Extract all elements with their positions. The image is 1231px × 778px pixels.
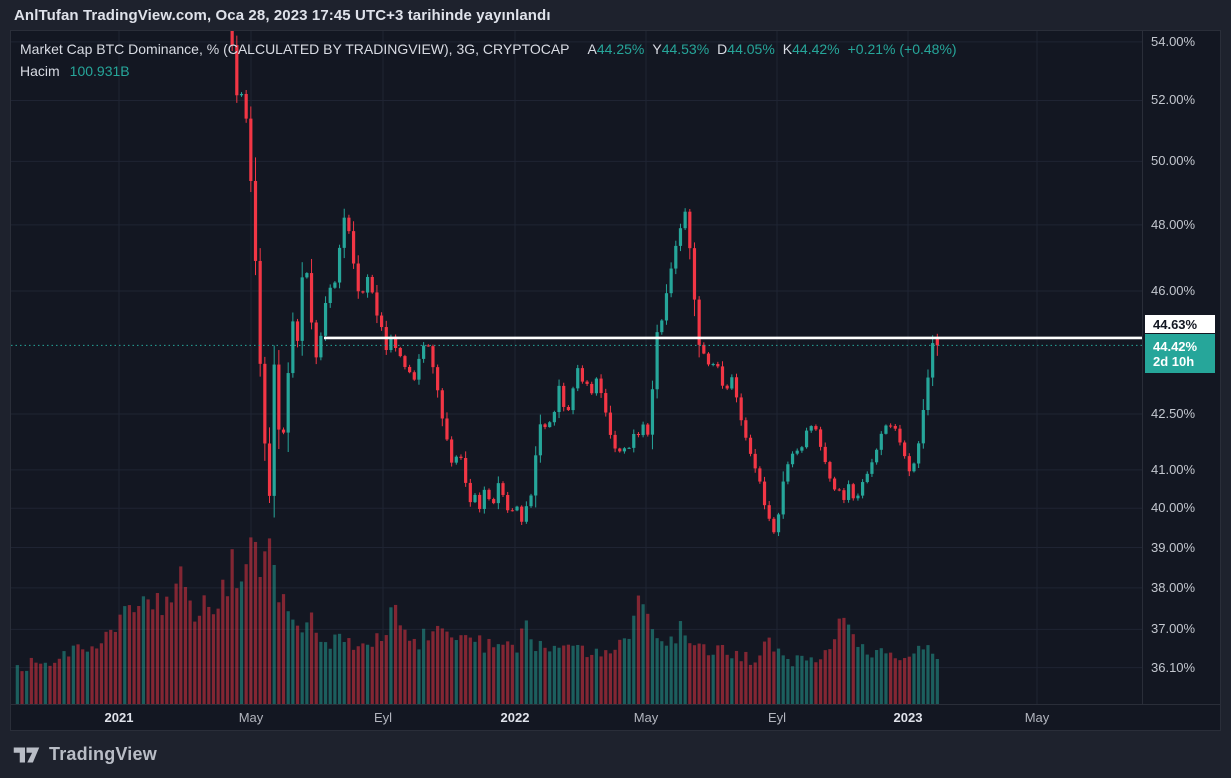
ohlc-high-value: 44.53%	[661, 41, 710, 57]
current-price-value: 44.42%	[1153, 338, 1198, 354]
x-axis-label: Eyl	[373, 710, 393, 725]
y-axis-label: 36.10%	[1151, 659, 1196, 675]
y-axis-label: 41.00%	[1151, 461, 1196, 477]
y-axis-label: 50.00%	[1151, 153, 1196, 169]
candlestick-series	[230, 31, 939, 537]
ohlc-low-value: 44.05%	[727, 41, 775, 57]
x-axis-label: Eyl	[767, 710, 787, 725]
price-line-value: 44.63%	[1153, 316, 1198, 332]
x-axis-label: 2022	[500, 710, 530, 725]
symbol-title: Market Cap BTC Dominance, % (CALCULATED …	[20, 41, 570, 57]
ohlc-close-value: 44.42%	[792, 41, 840, 57]
attribution-bar: AnlTufan TradingView.com, Oca 28, 2023 1…	[0, 0, 1231, 30]
x-axis-label: May	[633, 710, 659, 725]
y-axis-label: 42.50%	[1151, 405, 1196, 421]
ohlc-close-key: K	[782, 41, 793, 57]
y-axis-label: 48.00%	[1151, 216, 1196, 232]
chart-plot-area: Market Cap BTC Dominance, % (CALCULATED …	[11, 31, 1142, 704]
candlestick-chart	[11, 31, 1142, 704]
y-axis-label: 38.00%	[1151, 579, 1196, 595]
current-price-label: 44.42% 2d 10h	[1145, 334, 1215, 373]
ohlc-low-key: D	[717, 41, 728, 57]
chart-legend: Market Cap BTC Dominance, % (CALCULATED …	[20, 38, 957, 82]
price-axis: 44.63% 44.42% 2d 10h 54.00% 52.00% 50.00% 4…	[1142, 31, 1220, 704]
footer-bar: TradingView	[0, 731, 1231, 778]
y-axis-label: 40.00%	[1151, 500, 1196, 516]
x-axis-label: May	[1024, 710, 1050, 725]
volume-label: Hacim	[20, 63, 60, 79]
x-axis-label: 2021	[104, 710, 134, 725]
volume-series	[15, 537, 939, 704]
y-axis-label: 54.00%	[1151, 33, 1196, 49]
x-axis-label: May	[238, 710, 264, 725]
volume-value: 100.931B	[69, 63, 130, 79]
y-axis-label: 37.00%	[1151, 621, 1196, 637]
ohlc-open-key: A	[587, 41, 597, 57]
bar-countdown: 2d 10h	[1153, 353, 1195, 369]
price-line-label: 44.63%	[1145, 315, 1215, 333]
attribution-text: AnlTufan TradingView.com, Oca 28, 2023 1…	[14, 6, 551, 24]
tradingview-logo-icon[interactable]	[13, 745, 40, 765]
legend-volume-row: Hacim 100.931B	[20, 60, 957, 82]
y-axis-label: 52.00%	[1151, 92, 1196, 108]
x-axis-label: 2023	[893, 710, 923, 725]
ohlc-open-value: 44.25%	[596, 41, 645, 57]
brand-text[interactable]: TradingView	[49, 744, 157, 764]
y-axis-label: 46.00%	[1151, 283, 1196, 298]
ohlc-high-key: Y	[652, 41, 662, 57]
legend-symbol-row: Market Cap BTC Dominance, % (CALCULATED …	[20, 38, 957, 60]
y-axis-label: 39.00%	[1151, 539, 1196, 555]
chart-frame: Market Cap BTC Dominance, % (CALCULATED …	[10, 30, 1221, 731]
time-axis: 2021 May Eyl 2022 May Eyl 2023 May	[11, 704, 1220, 730]
change-value: +0.21% (+0.48%)	[847, 41, 957, 57]
